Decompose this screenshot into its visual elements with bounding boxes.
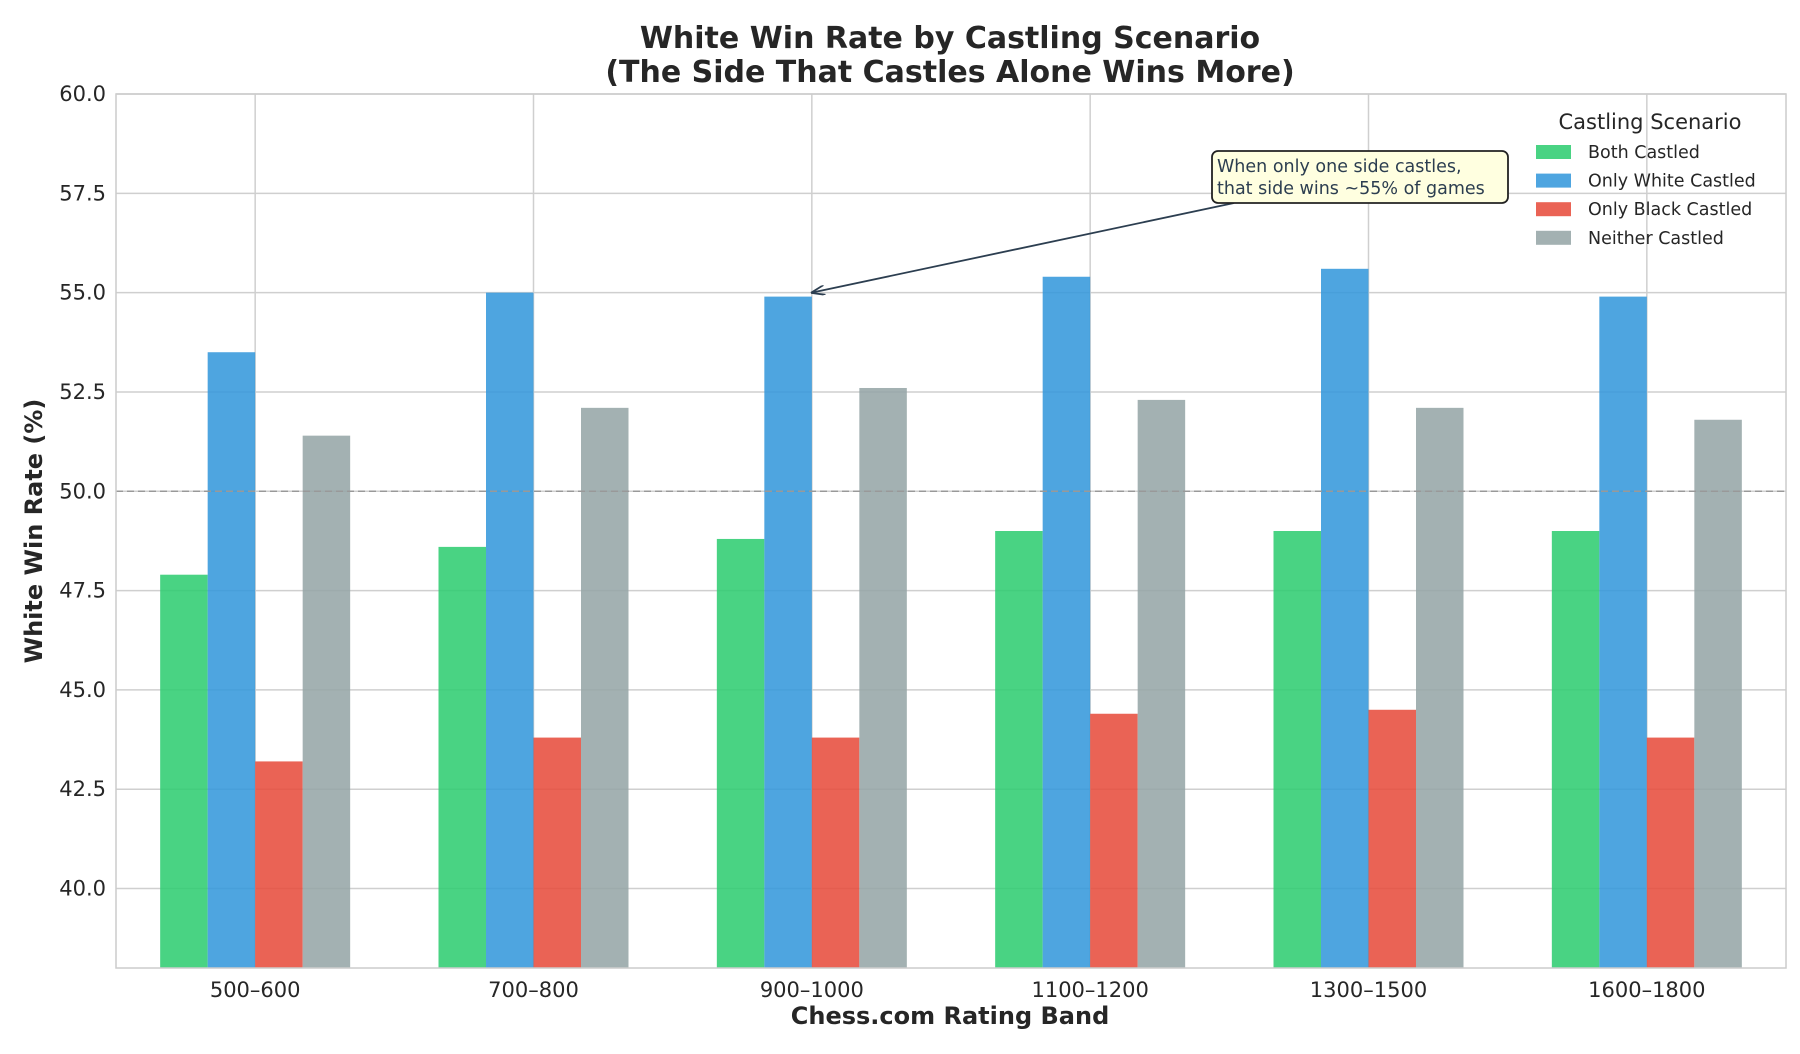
chart-title: White Win Rate by Castling Scenario [640, 21, 1260, 56]
y-tick-label: 50.0 [59, 479, 106, 503]
bar-only-black-castled [533, 737, 581, 968]
legend-label: Both Castled [1588, 143, 1700, 163]
bar-both-castled [438, 546, 486, 968]
legend-swatch [1536, 145, 1571, 159]
y-tick-label: 57.5 [59, 181, 106, 205]
bar-neither-castled [859, 387, 907, 968]
bar-neither-castled [581, 407, 629, 968]
bar-only-white-castled [1321, 268, 1369, 968]
y-tick-label: 52.5 [59, 380, 106, 404]
bar-only-white-castled [1599, 296, 1647, 968]
y-tick-label: 42.5 [59, 777, 106, 801]
bar-both-castled [1551, 531, 1600, 968]
y-axis-label: White Win Rate (%) [20, 399, 48, 664]
y-tick-label: 40.0 [59, 877, 106, 901]
annotation-text: that side wins ~55% of games [1217, 179, 1485, 199]
bar-neither-castled [1137, 399, 1186, 968]
x-tick-label: 1100–1200 [1031, 978, 1148, 1002]
annotation-text: When only one side castles, [1217, 157, 1462, 177]
x-tick-label: 900–1000 [760, 978, 864, 1002]
bar-both-castled [995, 531, 1043, 968]
annotation-arrow [812, 202, 1235, 293]
bar-only-white-castled [207, 352, 256, 968]
x-ticks: 500–600 700–800 900–1000 1100–1200 1300–1500… [210, 978, 1706, 1002]
bar-only-white-castled [1042, 276, 1091, 968]
y-tick-label: 55.0 [59, 281, 106, 305]
legend-swatch [1536, 202, 1571, 217]
bars [160, 268, 1742, 968]
bar-neither-castled [1694, 419, 1742, 968]
annotation: When only one side castles,that side win… [812, 150, 1509, 293]
bar-only-black-castled [1368, 709, 1416, 968]
bar-only-black-castled [1646, 737, 1695, 968]
plot-frame [115, 93, 1787, 969]
legend: Castling Scenario Both Castled Only White … [1536, 110, 1756, 249]
grid [116, 93, 1786, 968]
x-tick-label: 700–800 [488, 978, 579, 1002]
bar-only-black-castled [811, 737, 860, 968]
legend-title: Castling Scenario [1559, 110, 1742, 134]
y-tick-label: 47.5 [59, 579, 106, 603]
annotation-box [1211, 150, 1509, 204]
x-tick-label: 1300–1500 [1310, 978, 1427, 1002]
bar-both-castled [160, 574, 208, 968]
y-ticks: 40.0 42.5 45.0 47.5 50.0 52.5 55.0 57.5 60.0 [59, 82, 106, 901]
bar-both-castled [716, 538, 765, 968]
legend-label: Neither Castled [1588, 229, 1724, 249]
legend-label: Only Black Castled [1588, 200, 1752, 220]
y-tick-label: 60.0 [59, 82, 106, 106]
bar-neither-castled [1416, 407, 1464, 968]
bar-both-castled [1273, 531, 1321, 968]
x-tick-label: 1600–1800 [1588, 978, 1705, 1002]
bar-only-white-castled [764, 296, 812, 968]
bar-only-black-castled [1090, 713, 1138, 968]
y-tick-label: 45.0 [59, 678, 106, 702]
legend-swatch [1536, 173, 1571, 188]
bar-only-black-castled [255, 761, 303, 968]
x-axis-label: Chess.com Rating Band [791, 1002, 1110, 1030]
bar-neither-castled [302, 435, 351, 968]
x-tick-label: 500–600 [210, 978, 301, 1002]
legend-label: Only White Castled [1588, 172, 1756, 192]
bar-only-white-castled [486, 292, 534, 968]
chart-subtitle: (The Side That Castles Alone Wins More) [605, 55, 1294, 90]
legend-swatch [1536, 230, 1571, 245]
